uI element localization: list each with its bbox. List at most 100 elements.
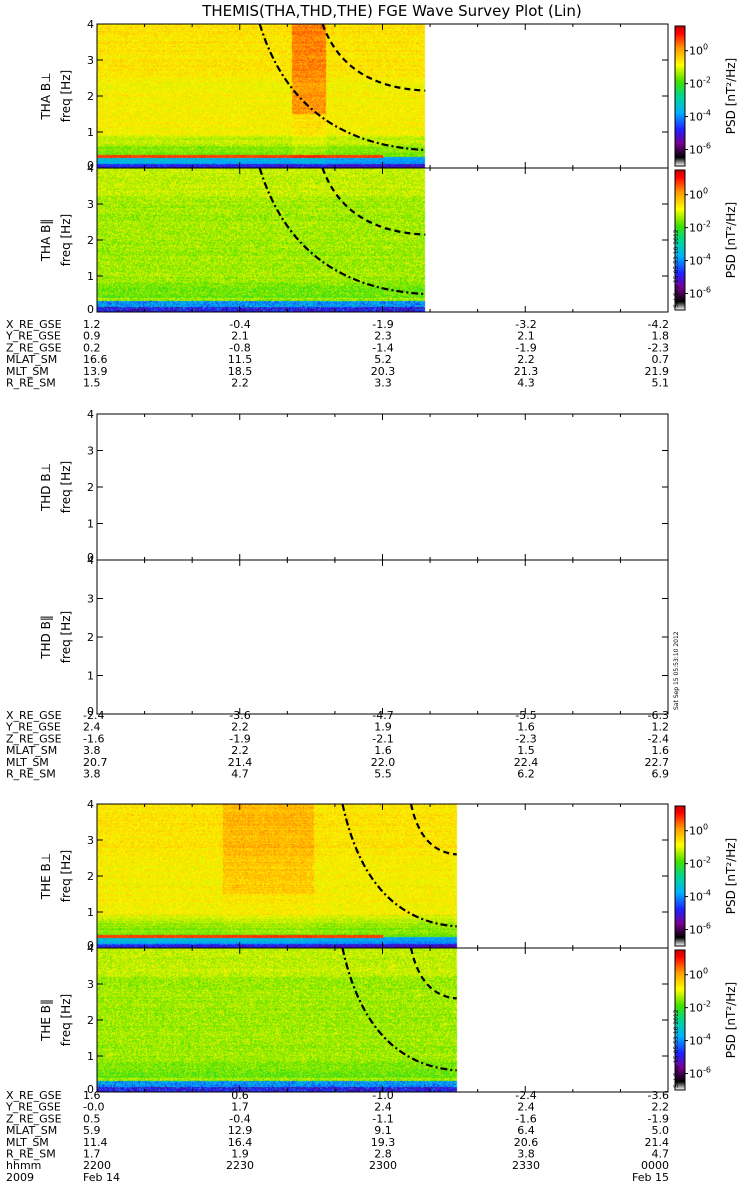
ephemeris-value: 22.7 — [645, 756, 670, 769]
ephemeris-value: 6.2 — [517, 768, 535, 781]
ephemeris-value: -0.8 — [229, 341, 250, 354]
ephemeris-value: 5.2 — [374, 353, 392, 366]
ephemeris-row-label: R_RE_SM — [6, 1148, 56, 1161]
ephemeris-value: 1.8 — [652, 330, 670, 343]
generation-timestamp: Sat Sep 15 05:53:10 2012 — [673, 1009, 680, 1088]
colorbar-tick-label: 10-2 — [689, 1000, 711, 1015]
ephemeris-row-label: X_RE_GSE — [6, 709, 62, 722]
ephemeris-value: 5.1 — [652, 377, 670, 390]
ephemeris-value: 1.9 — [231, 1148, 249, 1161]
model-line-dash — [321, 167, 426, 236]
colorbar-tick-label: 10-2 — [689, 220, 711, 235]
ephemeris-value: -6.3 — [648, 709, 669, 722]
ephemeris-value: 2300 — [369, 1159, 397, 1172]
ephemeris-value: 2.2 — [652, 1101, 670, 1114]
y-tick-label: 1 — [87, 906, 94, 919]
y-tick-label: 3 — [87, 978, 94, 991]
spectrogram-tha-perp — [97, 24, 668, 168]
model-line-dash — [409, 947, 457, 1000]
colorbar — [674, 949, 686, 1091]
ephemeris-row-label: X_RE_GSE — [6, 1089, 62, 1102]
ephemeris-value: Feb 15 — [632, 1171, 669, 1184]
panel-frame — [96, 559, 669, 715]
ephemeris-value: 6.9 — [652, 768, 670, 781]
y-tick-label: 1 — [87, 518, 94, 531]
ephemeris-value: 2.2 — [231, 744, 249, 757]
model-line-dashdot — [258, 23, 426, 152]
ephemeris-value: 16.6 — [83, 353, 108, 366]
ephemeris-value: 1.5 — [517, 744, 535, 757]
y-tick-label: 3 — [87, 54, 94, 67]
y-tick-label: 3 — [87, 834, 94, 847]
ephemeris-value: 22.0 — [371, 756, 396, 769]
y-tick-label: 2 — [87, 90, 94, 103]
ephemeris-value: -1.9 — [515, 341, 536, 354]
ephemeris-value: 3.8 — [517, 1148, 535, 1161]
y-tick-label: 4 — [87, 408, 94, 421]
freq-axis-label: freq [Hz] — [59, 611, 73, 663]
y-tick-label: 1 — [87, 670, 94, 683]
ephemeris-value: 2.2 — [517, 353, 535, 366]
ephemeris-value: 2.4 — [374, 1101, 392, 1114]
ephemeris-value: -3.6 — [229, 709, 250, 722]
ephemeris-row-label: hhmm — [6, 1159, 41, 1172]
freq-axis-label: freq [Hz] — [59, 70, 73, 122]
ephemeris-value: -5.5 — [515, 709, 536, 722]
ephemeris-value: -1.6 — [83, 732, 104, 745]
freq-axis-label: freq [Hz] — [59, 994, 73, 1046]
generation-timestamp: Sat Sep 15 05:53:10 2012 — [673, 631, 680, 710]
spectrogram-the-perp — [97, 804, 668, 948]
ephemeris-value: 1.2 — [83, 318, 101, 331]
ephemeris-value: 4.7 — [652, 1148, 670, 1161]
ephemeris-value: 20.7 — [83, 756, 108, 769]
ephemeris-value: -1.9 — [229, 732, 250, 745]
ephemeris-value: -1.9 — [648, 1112, 669, 1125]
y-tick-label: 2 — [87, 1014, 94, 1027]
colorbar-label: PSD [nT²/Hz] — [724, 838, 738, 914]
y-tick-label: 3 — [87, 445, 94, 458]
ephemeris-row-label: MLAT_SM — [6, 744, 57, 757]
ephemeris-row-label: R_RE_SM — [6, 377, 56, 390]
y-tick-label: 3 — [87, 198, 94, 211]
ephemeris-value: 6.4 — [517, 1124, 535, 1137]
ephemeris-value: 2.8 — [374, 1148, 392, 1161]
colorbar-tick-label: 10-4 — [689, 889, 711, 904]
ephemeris-value: 1.5 — [83, 377, 101, 390]
ephemeris-value: 1.9 — [374, 721, 392, 734]
ephemeris-value: 1.7 — [83, 1148, 101, 1161]
ephemeris-value: 2330 — [512, 1159, 540, 1172]
panel-label: THA B‖ — [39, 219, 53, 263]
freq-axis-label: freq [Hz] — [59, 214, 73, 266]
colorbar-tick-label: 10-6 — [689, 286, 711, 301]
ephemeris-row-label: Y_RE_GSE — [5, 1101, 61, 1114]
ephemeris-row-label: Y_RE_GSE — [5, 330, 61, 343]
ephemeris-value: -1.6 — [515, 1112, 536, 1125]
ephemeris-value: -0.4 — [229, 318, 250, 331]
y-tick-label: 4 — [87, 162, 94, 175]
ephemeris-value: 5.9 — [83, 1124, 101, 1137]
colorbar — [674, 805, 686, 947]
colorbar-tick-label: 100 — [689, 823, 708, 838]
ephemeris-row-label: Y_RE_GSE — [5, 721, 61, 734]
colorbar-tick-label: 100 — [689, 187, 708, 202]
ephemeris-value: -3.2 — [515, 318, 536, 331]
ephemeris-value: 19.3 — [371, 1136, 396, 1149]
ephemeris-value: 1.7 — [231, 1101, 249, 1114]
y-tick-label: 0 — [87, 551, 94, 564]
ephemeris-value: 4.7 — [231, 768, 249, 781]
ephemeris-value: 20.6 — [514, 1136, 539, 1149]
colorbar-label: PSD [nT²/Hz] — [724, 58, 738, 134]
ephemeris-value: 2.1 — [231, 330, 249, 343]
y-tick-label: 4 — [87, 798, 94, 811]
ephemeris-value: 5.5 — [374, 768, 392, 781]
ephemeris-value: Feb 14 — [83, 1171, 120, 1184]
y-tick-label: 0 — [87, 159, 94, 172]
ephemeris-value: 21.3 — [514, 365, 539, 378]
ephemeris-value: -0.4 — [229, 1112, 250, 1125]
ephemeris-value: -0.0 — [83, 1101, 104, 1114]
panel-label: THD B⊥ — [39, 463, 53, 512]
ephemeris-value: -3.6 — [648, 1089, 669, 1102]
ephemeris-value: 2.2 — [231, 377, 249, 390]
